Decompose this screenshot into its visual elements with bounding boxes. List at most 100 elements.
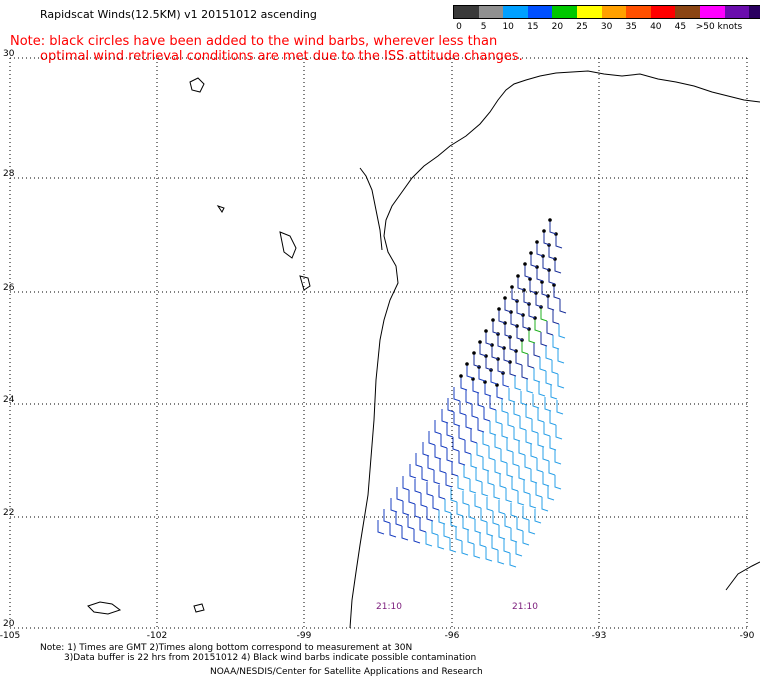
- legend-swatch: [503, 6, 528, 18]
- wind-barb: [507, 413, 515, 428]
- wind-barb: [476, 443, 484, 458]
- wind-speed-legend: 0 5 10 15 20 25 30 35 40 45 >50 knots: [453, 5, 760, 34]
- contamination-circle: [523, 262, 527, 266]
- wind-barb: [431, 521, 439, 536]
- wind-barb: [477, 418, 485, 433]
- wind-barb: [516, 517, 524, 532]
- wind-barb: [542, 447, 550, 462]
- contamination-circle: [472, 351, 476, 355]
- wind-barb: [557, 349, 565, 364]
- contamination-circle: [510, 285, 514, 289]
- map-title: Rapidscat Winds(12.5KM) v1 20151012 asce…: [40, 8, 317, 21]
- time-label-2: 21:10: [512, 602, 538, 612]
- wind-barb: [534, 318, 542, 333]
- wind-barb: [432, 496, 440, 511]
- wind-barb: [545, 371, 553, 386]
- note-line-1: Note: black circles have been added to t…: [10, 34, 498, 49]
- legend-label: 20: [551, 22, 564, 32]
- wind-barb: [481, 482, 489, 497]
- wind-barb: [520, 391, 528, 406]
- wind-barb: [450, 488, 458, 503]
- contamination-circle: [548, 218, 552, 222]
- wind-barb: [535, 483, 543, 498]
- lake-3: [299, 275, 311, 291]
- wind-barb: [553, 285, 561, 300]
- wind-barb: [526, 379, 534, 394]
- contamination-circle: [497, 307, 501, 311]
- wind-barb: [543, 422, 551, 437]
- wind-barb: [389, 523, 397, 538]
- wind-barb: [505, 488, 513, 503]
- wind-barb: [541, 497, 549, 512]
- wind-barb: [409, 464, 417, 479]
- longitude-label: -96: [445, 631, 460, 641]
- wind-barb: [488, 446, 496, 461]
- wind-barb: [503, 539, 511, 554]
- wind-barb: [555, 234, 563, 249]
- wind-barb: [444, 499, 452, 514]
- contamination-circle: [503, 296, 507, 300]
- contamination-circle: [491, 318, 495, 322]
- wind-barb: [413, 529, 421, 544]
- legend-swatch: [576, 6, 602, 18]
- contamination-circle: [535, 240, 539, 244]
- footer-credit: NOAA/NESDIS/Center for Satellite Applica…: [210, 667, 483, 677]
- wind-barb: [510, 528, 518, 543]
- coastline: [87, 70, 760, 629]
- wind-barb: [529, 279, 537, 294]
- wind-barb: [495, 410, 503, 425]
- wind-barb: [473, 353, 481, 368]
- wind-barb: [482, 432, 490, 447]
- wind-barb: [383, 509, 391, 524]
- wind-barb: [478, 367, 486, 382]
- wind-barb: [390, 498, 398, 513]
- wind-barb: [485, 547, 493, 562]
- wind-barb: [486, 522, 494, 537]
- wind-barb: [530, 444, 538, 459]
- wind-barb: [554, 450, 562, 465]
- longitude-label: -102: [147, 631, 167, 641]
- wind-barb: [556, 400, 564, 415]
- wind-barb: [512, 452, 520, 467]
- wind-barb: [466, 364, 474, 379]
- wind-barb: [555, 425, 563, 440]
- wind-barb: [513, 402, 521, 417]
- wind-barbs: [377, 218, 567, 568]
- wind-barb: [511, 287, 519, 302]
- latitude-label: 26: [3, 283, 15, 293]
- wind-barb: [401, 526, 409, 541]
- wind-barb: [534, 509, 542, 524]
- wind-barb: [509, 337, 517, 352]
- wind-barb: [459, 401, 467, 416]
- wind-barb: [516, 301, 524, 316]
- wind-barb: [419, 518, 427, 533]
- wind-barb: [426, 507, 434, 522]
- latitude-labels: 30 28 26 24 22 20: [3, 49, 15, 629]
- time-label-1: 21:10: [376, 602, 402, 612]
- note-line-2: optimal wind retrieval conditions are me…: [40, 49, 523, 64]
- lake-2: [279, 231, 297, 259]
- wind-barb: [484, 382, 492, 397]
- longitude-label: -105: [0, 631, 20, 641]
- wind-barb: [550, 385, 558, 400]
- latitude-label: 24: [3, 395, 15, 405]
- wind-barb: [458, 451, 466, 466]
- wind-barb: [464, 440, 472, 455]
- wind-barb: [524, 264, 532, 279]
- wind-barb: [528, 304, 536, 319]
- wind-barb: [551, 360, 559, 375]
- wind-barb: [525, 430, 533, 445]
- wind-barb: [544, 397, 552, 412]
- legend-label: 30: [600, 22, 613, 32]
- legend-swatch: [478, 6, 504, 18]
- wind-barb: [509, 362, 517, 377]
- wind-barb: [475, 468, 483, 483]
- wind-barb: [492, 511, 500, 526]
- wind-barb: [440, 434, 448, 449]
- wind-barb: [482, 457, 490, 472]
- wind-barb: [539, 357, 547, 372]
- wind-barb: [557, 374, 565, 389]
- gulf-coast: [349, 70, 760, 629]
- legend-label: 45: [674, 22, 687, 32]
